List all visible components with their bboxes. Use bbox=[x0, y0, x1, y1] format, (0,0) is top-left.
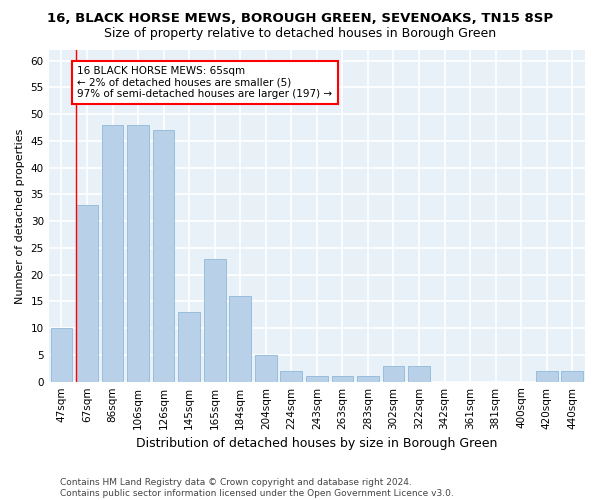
Bar bbox=[76, 205, 98, 382]
X-axis label: Distribution of detached houses by size in Borough Green: Distribution of detached houses by size … bbox=[136, 437, 497, 450]
Bar bbox=[153, 130, 175, 382]
Bar bbox=[536, 371, 557, 382]
Bar bbox=[306, 376, 328, 382]
Bar bbox=[408, 366, 430, 382]
Bar bbox=[101, 125, 124, 382]
Bar bbox=[178, 312, 200, 382]
Bar bbox=[204, 258, 226, 382]
Bar bbox=[357, 376, 379, 382]
Text: 16, BLACK HORSE MEWS, BOROUGH GREEN, SEVENOAKS, TN15 8SP: 16, BLACK HORSE MEWS, BOROUGH GREEN, SEV… bbox=[47, 12, 553, 26]
Bar bbox=[280, 371, 302, 382]
Bar bbox=[383, 366, 404, 382]
Bar bbox=[562, 371, 583, 382]
Bar bbox=[127, 125, 149, 382]
Text: Contains HM Land Registry data © Crown copyright and database right 2024.
Contai: Contains HM Land Registry data © Crown c… bbox=[60, 478, 454, 498]
Bar bbox=[255, 355, 277, 382]
Text: Size of property relative to detached houses in Borough Green: Size of property relative to detached ho… bbox=[104, 28, 496, 40]
Text: 16 BLACK HORSE MEWS: 65sqm
← 2% of detached houses are smaller (5)
97% of semi-d: 16 BLACK HORSE MEWS: 65sqm ← 2% of detac… bbox=[77, 66, 332, 99]
Bar bbox=[229, 296, 251, 382]
Bar bbox=[332, 376, 353, 382]
Y-axis label: Number of detached properties: Number of detached properties bbox=[15, 128, 25, 304]
Bar bbox=[50, 328, 72, 382]
